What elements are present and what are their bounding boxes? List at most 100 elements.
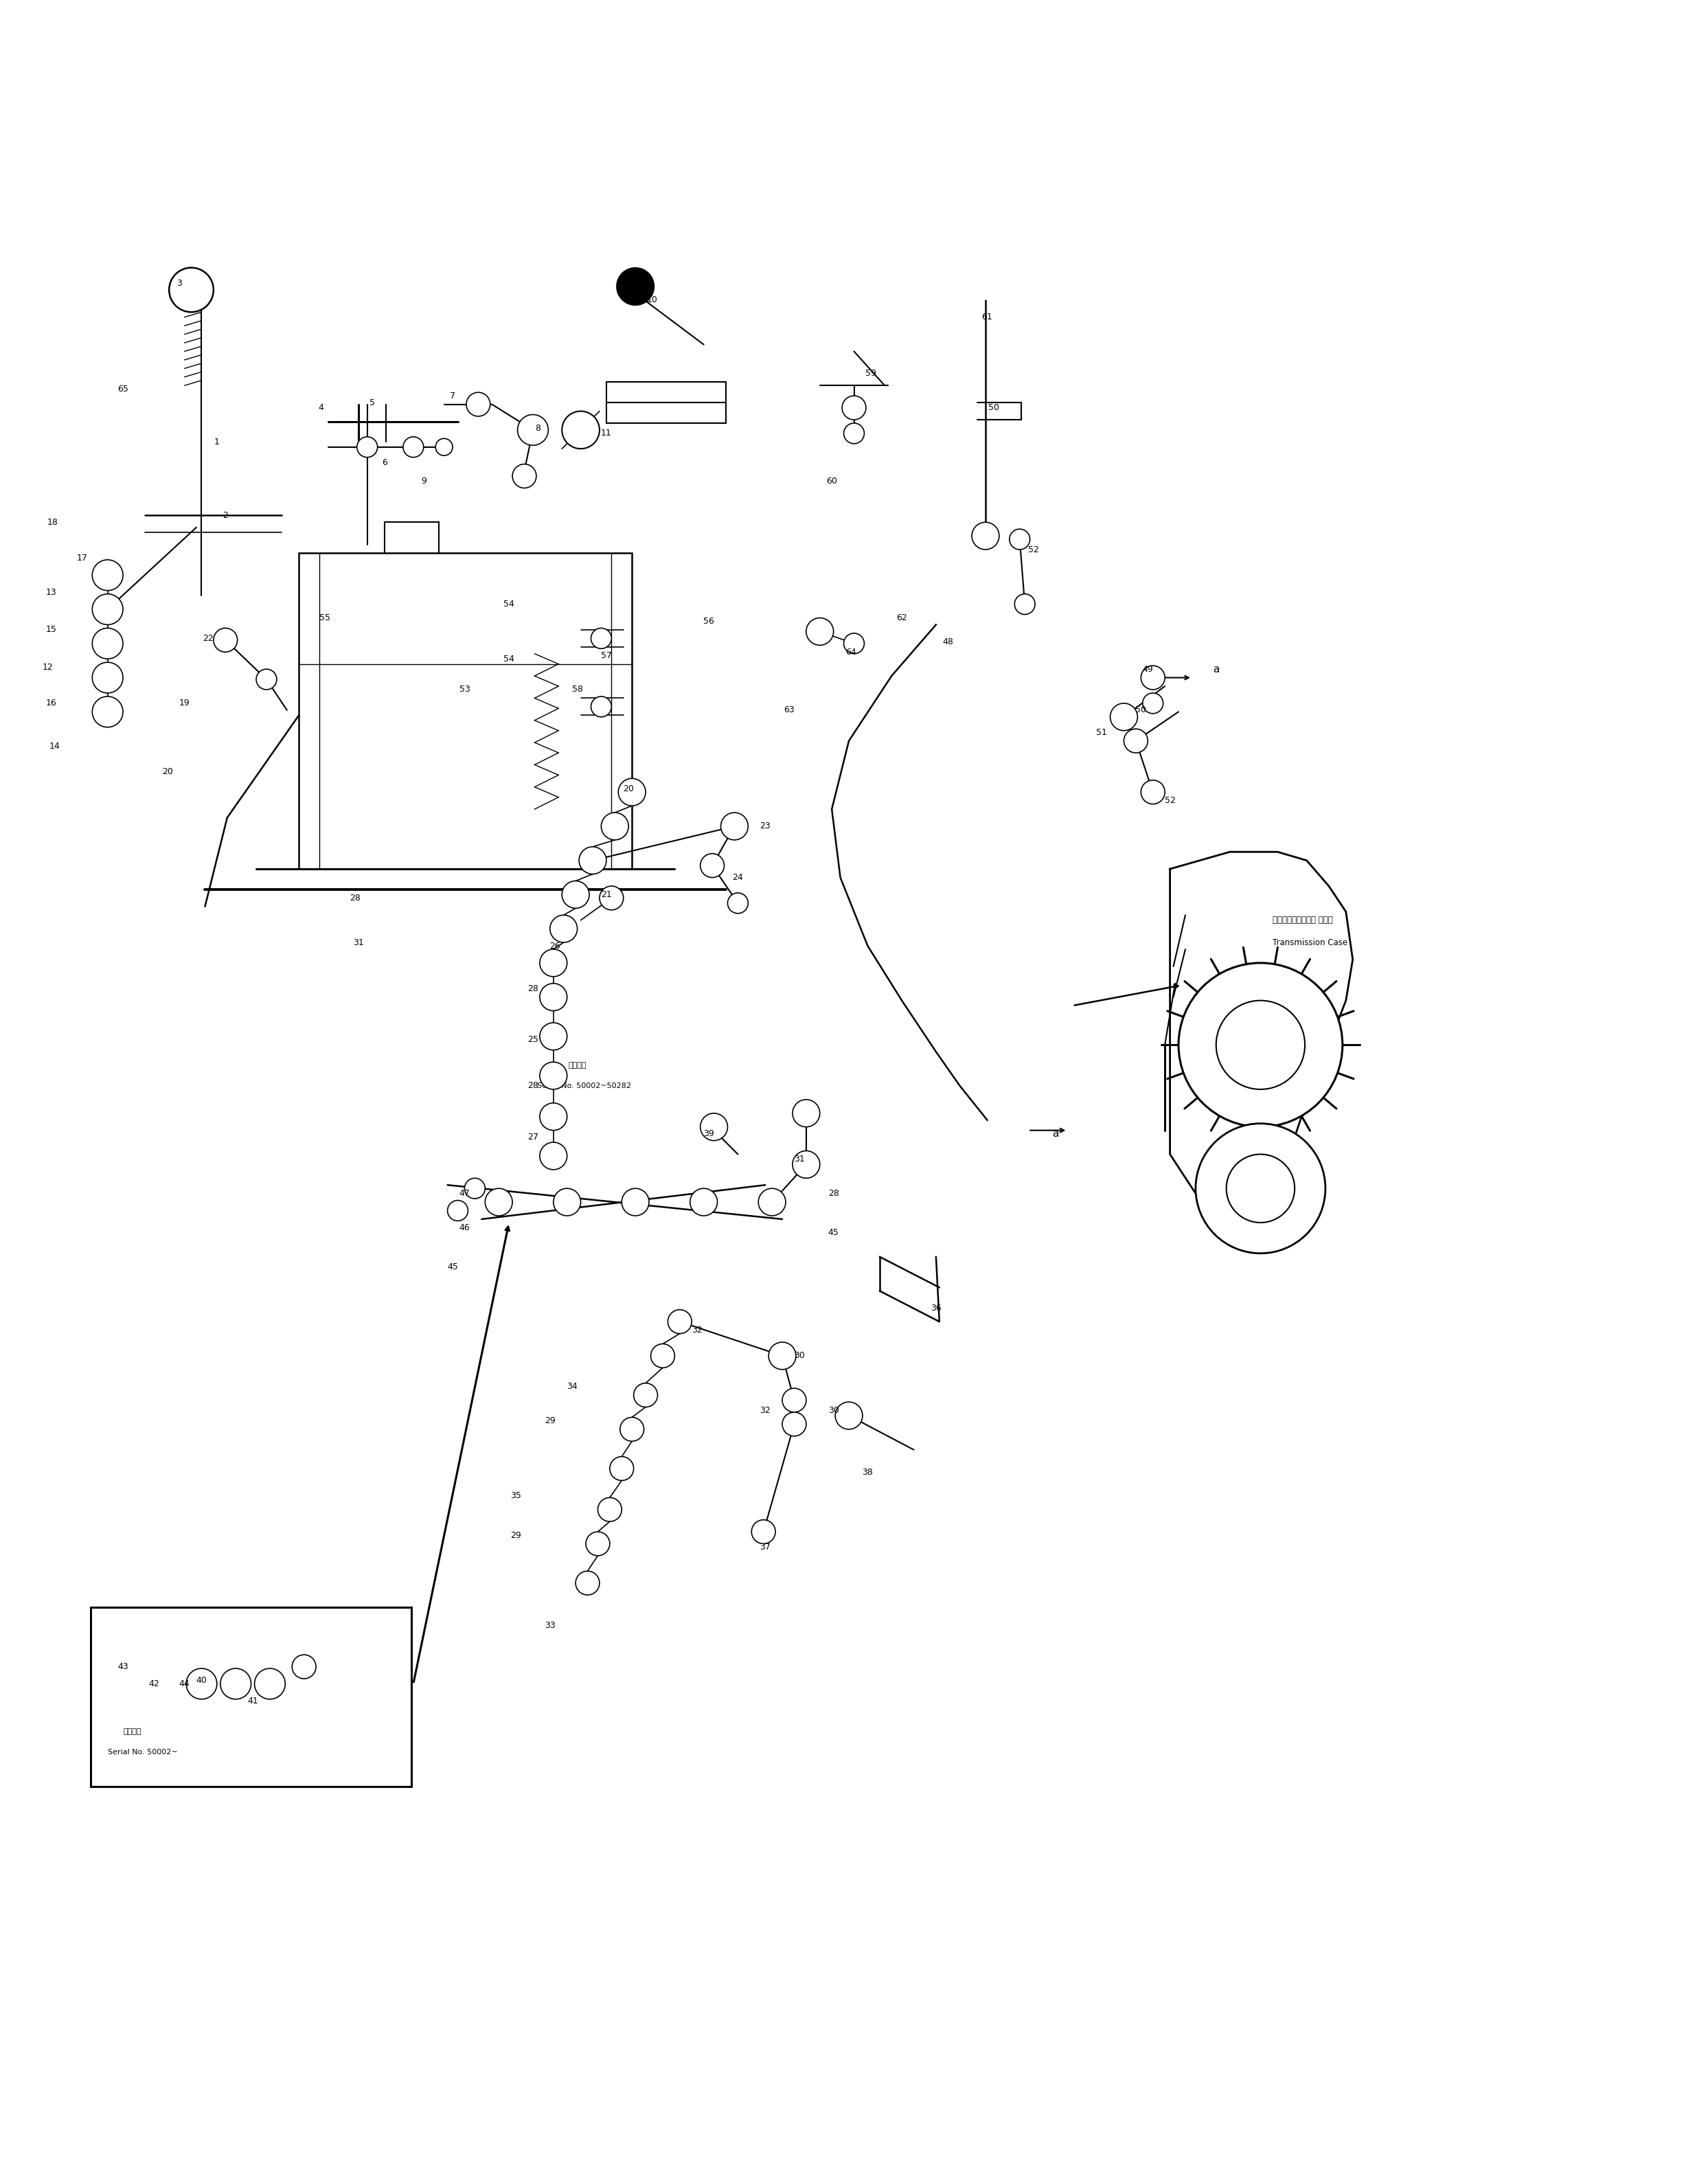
Circle shape — [622, 1189, 649, 1217]
Text: 59: 59 — [866, 368, 876, 379]
Text: 46: 46 — [459, 1223, 470, 1232]
Circle shape — [485, 1189, 512, 1217]
Circle shape — [651, 1344, 675, 1368]
Circle shape — [620, 1418, 644, 1442]
Text: 10: 10 — [647, 297, 658, 305]
Circle shape — [447, 1199, 468, 1221]
Circle shape — [1226, 1154, 1295, 1223]
Circle shape — [835, 1403, 863, 1429]
Circle shape — [466, 392, 490, 416]
Text: 52: 52 — [1165, 797, 1175, 805]
Circle shape — [169, 268, 214, 312]
Text: 17: 17 — [77, 554, 87, 563]
Text: 23: 23 — [760, 823, 770, 831]
Circle shape — [601, 812, 629, 840]
Circle shape — [844, 632, 864, 654]
Text: 32: 32 — [760, 1405, 770, 1416]
Text: 8: 8 — [535, 424, 541, 433]
Text: 11: 11 — [601, 429, 611, 437]
Circle shape — [465, 1178, 485, 1199]
Text: Serial No. 50002~: Serial No. 50002~ — [108, 1749, 178, 1756]
Text: 18: 18 — [48, 517, 58, 526]
Circle shape — [540, 1143, 567, 1169]
Text: 28: 28 — [828, 1189, 839, 1197]
Circle shape — [700, 853, 724, 877]
Circle shape — [220, 1669, 251, 1700]
Circle shape — [92, 593, 123, 626]
Text: 35: 35 — [511, 1492, 521, 1500]
Circle shape — [1141, 665, 1165, 691]
Text: トランスミッション ケース: トランスミッション ケース — [1272, 916, 1332, 924]
Text: 51: 51 — [1097, 727, 1107, 736]
Text: 19: 19 — [179, 699, 190, 708]
Text: 該当号機: 該当号機 — [569, 1063, 586, 1070]
Circle shape — [793, 1100, 820, 1128]
Circle shape — [591, 628, 611, 649]
Circle shape — [617, 268, 654, 305]
Text: 26: 26 — [550, 942, 560, 950]
Text: 20: 20 — [623, 784, 634, 792]
Circle shape — [562, 881, 589, 909]
Circle shape — [512, 463, 536, 487]
Bar — [299, 552, 632, 868]
Text: 45: 45 — [447, 1262, 458, 1271]
Text: 13: 13 — [46, 587, 56, 598]
Circle shape — [254, 1669, 285, 1700]
Text: 58: 58 — [572, 684, 582, 695]
Text: 41: 41 — [248, 1697, 258, 1706]
Text: 55: 55 — [319, 613, 330, 621]
Text: 28: 28 — [350, 894, 360, 903]
Text: 60: 60 — [827, 476, 837, 485]
Circle shape — [806, 617, 834, 645]
Text: 32: 32 — [692, 1325, 702, 1334]
Text: 36: 36 — [931, 1303, 941, 1312]
Text: 54: 54 — [504, 654, 514, 662]
Circle shape — [610, 1457, 634, 1481]
Text: 33: 33 — [545, 1622, 555, 1630]
Circle shape — [1141, 779, 1165, 803]
Text: 47: 47 — [459, 1189, 470, 1197]
Text: 24: 24 — [733, 872, 743, 881]
Text: 31: 31 — [354, 937, 364, 946]
Circle shape — [518, 414, 548, 446]
Text: 15: 15 — [46, 626, 56, 634]
Text: 4: 4 — [318, 403, 325, 411]
Text: 50: 50 — [989, 403, 999, 411]
Circle shape — [92, 697, 123, 727]
Text: 29: 29 — [511, 1531, 521, 1539]
Text: 52: 52 — [1028, 546, 1038, 554]
Text: 1: 1 — [214, 437, 220, 446]
Circle shape — [728, 892, 748, 914]
Circle shape — [752, 1520, 775, 1544]
Circle shape — [540, 1102, 567, 1130]
Text: 49: 49 — [1143, 665, 1153, 673]
Text: 53: 53 — [459, 684, 470, 695]
Circle shape — [540, 1022, 567, 1050]
Circle shape — [540, 1063, 567, 1089]
Circle shape — [214, 628, 237, 652]
Circle shape — [92, 628, 123, 658]
Text: 29: 29 — [545, 1416, 555, 1425]
Text: 65: 65 — [118, 385, 128, 394]
Text: 45: 45 — [828, 1228, 839, 1236]
Text: 12: 12 — [43, 662, 53, 671]
Text: 2: 2 — [222, 511, 229, 520]
Text: 21: 21 — [601, 890, 611, 898]
Text: 30: 30 — [828, 1405, 839, 1416]
Polygon shape — [1170, 851, 1353, 1223]
Text: a: a — [1213, 665, 1220, 673]
Circle shape — [1196, 1124, 1325, 1254]
Circle shape — [844, 422, 864, 444]
Text: 57: 57 — [601, 652, 611, 660]
Circle shape — [782, 1412, 806, 1435]
Text: 56: 56 — [704, 617, 714, 626]
Text: 5: 5 — [369, 398, 376, 407]
Circle shape — [1143, 693, 1163, 714]
Circle shape — [769, 1342, 796, 1370]
Circle shape — [553, 1189, 581, 1217]
Circle shape — [579, 847, 606, 875]
Circle shape — [92, 561, 123, 591]
Text: 6: 6 — [381, 459, 388, 468]
Circle shape — [1009, 528, 1030, 550]
Text: 28: 28 — [528, 1082, 538, 1091]
